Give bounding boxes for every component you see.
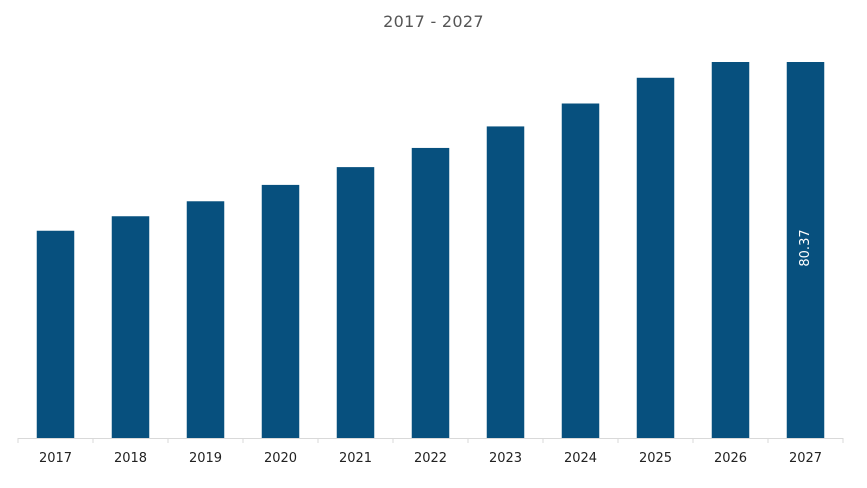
- x-tick-label-2019: 2019: [189, 451, 222, 466]
- bar-2027: [786, 62, 825, 438]
- x-tick-label-2024: 2024: [564, 451, 597, 466]
- x-tick-label-2026: 2026: [714, 451, 747, 466]
- bar-2024: [561, 103, 600, 438]
- bar-2021: [336, 167, 375, 438]
- x-tick-label-2017: 2017: [39, 451, 72, 466]
- bar-2022: [411, 147, 450, 438]
- bar-2019: [186, 201, 225, 438]
- x-tick-label-2023: 2023: [489, 451, 522, 466]
- x-tick-label-2018: 2018: [114, 451, 147, 466]
- bar-2020: [261, 184, 300, 438]
- data-labels: 80.37: [798, 229, 813, 266]
- x-axis-ticks: [17, 438, 844, 443]
- bar-2023: [486, 126, 525, 439]
- x-tick-label-2027: 2027: [789, 451, 822, 466]
- bar-2026: [711, 62, 750, 438]
- bar-2018: [111, 216, 150, 438]
- chart-title: 2017 - 2027: [383, 12, 484, 31]
- x-tick-label-2021: 2021: [339, 451, 372, 466]
- x-axis-labels: 2017 2018 2019 2020 2021 2022 2023 2024 2025 2026…: [39, 451, 822, 466]
- bar-2025: [636, 77, 675, 439]
- data-label-2027: 80.37: [798, 229, 813, 266]
- x-tick-label-2020: 2020: [264, 451, 297, 466]
- x-tick-label-2025: 2025: [639, 451, 672, 466]
- bars-layer: [36, 62, 825, 439]
- bar-2017: [36, 230, 75, 438]
- x-tick-label-2022: 2022: [414, 451, 447, 466]
